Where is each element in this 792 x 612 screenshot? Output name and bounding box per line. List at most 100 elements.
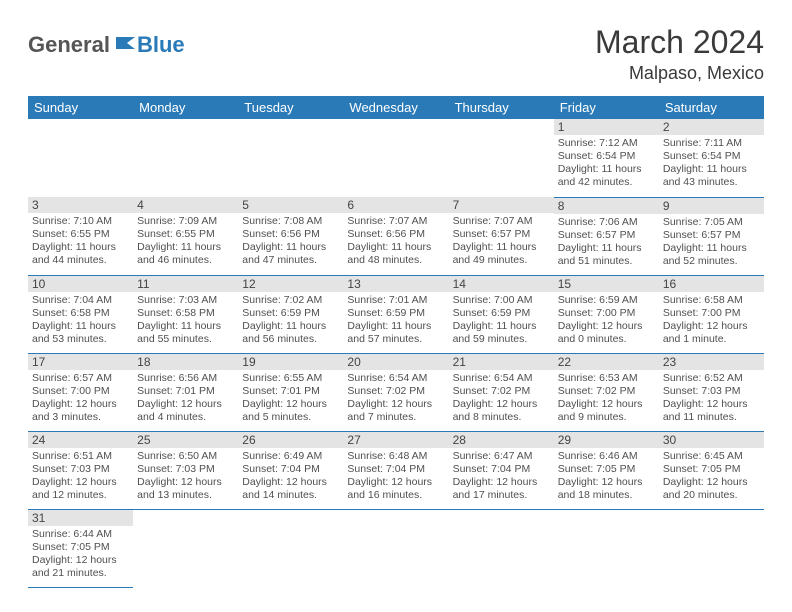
calendar-cell: [343, 509, 448, 587]
day-details: Sunrise: 6:58 AMSunset: 7:00 PMDaylight:…: [659, 292, 764, 349]
detail-line: Daylight: 12 hours and 0 minutes.: [558, 320, 655, 346]
calendar-cell: [449, 509, 554, 587]
day-number: 5: [238, 197, 343, 213]
day-number: 27: [343, 432, 448, 448]
detail-line: Sunrise: 7:10 AM: [32, 215, 129, 228]
detail-line: Sunset: 6:57 PM: [663, 229, 760, 242]
calendar-cell: 4Sunrise: 7:09 AMSunset: 6:55 PMDaylight…: [133, 197, 238, 275]
detail-line: Daylight: 12 hours and 18 minutes.: [558, 476, 655, 502]
weekday-header: Sunday: [28, 96, 133, 119]
detail-line: Sunrise: 7:03 AM: [137, 294, 234, 307]
day-number: 24: [28, 432, 133, 448]
weekday-header: Saturday: [659, 96, 764, 119]
day-number: 20: [343, 354, 448, 370]
detail-line: Sunset: 7:02 PM: [453, 385, 550, 398]
detail-line: Sunset: 6:58 PM: [32, 307, 129, 320]
day-details: Sunrise: 6:46 AMSunset: 7:05 PMDaylight:…: [554, 448, 659, 505]
calendar-week-row: 1Sunrise: 7:12 AMSunset: 6:54 PMDaylight…: [28, 119, 764, 197]
day-number: 21: [449, 354, 554, 370]
day-number: 9: [659, 198, 764, 214]
detail-line: Sunrise: 6:52 AM: [663, 372, 760, 385]
day-details: Sunrise: 6:54 AMSunset: 7:02 PMDaylight:…: [449, 370, 554, 427]
calendar-week-row: 17Sunrise: 6:57 AMSunset: 7:00 PMDayligh…: [28, 353, 764, 431]
calendar-cell: [554, 509, 659, 587]
detail-line: Sunset: 7:03 PM: [663, 385, 760, 398]
calendar-cell: [133, 119, 238, 197]
day-number: 10: [28, 276, 133, 292]
weekday-header: Thursday: [449, 96, 554, 119]
calendar-cell: 1Sunrise: 7:12 AMSunset: 6:54 PMDaylight…: [554, 119, 659, 197]
calendar-cell: 19Sunrise: 6:55 AMSunset: 7:01 PMDayligh…: [238, 353, 343, 431]
day-number: 26: [238, 432, 343, 448]
calendar-cell: 22Sunrise: 6:53 AMSunset: 7:02 PMDayligh…: [554, 353, 659, 431]
day-details: Sunrise: 7:06 AMSunset: 6:57 PMDaylight:…: [554, 214, 659, 271]
detail-line: Sunset: 7:02 PM: [347, 385, 444, 398]
day-details: Sunrise: 7:07 AMSunset: 6:56 PMDaylight:…: [343, 213, 448, 270]
calendar-cell: [449, 119, 554, 197]
day-details: Sunrise: 6:48 AMSunset: 7:04 PMDaylight:…: [343, 448, 448, 505]
day-details: Sunrise: 6:54 AMSunset: 7:02 PMDaylight:…: [343, 370, 448, 427]
day-number: 3: [28, 197, 133, 213]
detail-line: Sunrise: 7:02 AM: [242, 294, 339, 307]
detail-line: Sunrise: 6:46 AM: [558, 450, 655, 463]
day-number: 2: [659, 119, 764, 135]
day-details: Sunrise: 6:44 AMSunset: 7:05 PMDaylight:…: [28, 526, 133, 583]
detail-line: Daylight: 11 hours and 46 minutes.: [137, 241, 234, 267]
detail-line: Sunrise: 6:54 AM: [453, 372, 550, 385]
day-details: Sunrise: 6:59 AMSunset: 7:00 PMDaylight:…: [554, 292, 659, 349]
logo-text-2: Blue: [137, 32, 185, 58]
calendar-cell: 7Sunrise: 7:07 AMSunset: 6:57 PMDaylight…: [449, 197, 554, 275]
detail-line: Sunrise: 6:57 AM: [32, 372, 129, 385]
detail-line: Daylight: 11 hours and 44 minutes.: [32, 241, 129, 267]
detail-line: Daylight: 11 hours and 57 minutes.: [347, 320, 444, 346]
detail-line: Sunrise: 7:04 AM: [32, 294, 129, 307]
day-number: 13: [343, 276, 448, 292]
detail-line: Daylight: 11 hours and 43 minutes.: [663, 163, 760, 189]
day-details: Sunrise: 7:10 AMSunset: 6:55 PMDaylight:…: [28, 213, 133, 270]
day-number: 22: [554, 354, 659, 370]
day-number: 18: [133, 354, 238, 370]
detail-line: Daylight: 12 hours and 14 minutes.: [242, 476, 339, 502]
detail-line: Sunset: 7:02 PM: [558, 385, 655, 398]
detail-line: Daylight: 11 hours and 51 minutes.: [558, 242, 655, 268]
day-number: 29: [554, 432, 659, 448]
day-details: Sunrise: 7:00 AMSunset: 6:59 PMDaylight:…: [449, 292, 554, 349]
calendar-cell: 27Sunrise: 6:48 AMSunset: 7:04 PMDayligh…: [343, 431, 448, 509]
day-number: 23: [659, 354, 764, 370]
detail-line: Daylight: 12 hours and 13 minutes.: [137, 476, 234, 502]
calendar-week-row: 3Sunrise: 7:10 AMSunset: 6:55 PMDaylight…: [28, 197, 764, 275]
calendar-table: SundayMondayTuesdayWednesdayThursdayFrid…: [28, 96, 764, 588]
detail-line: Sunrise: 7:11 AM: [663, 137, 760, 150]
detail-line: Daylight: 12 hours and 11 minutes.: [663, 398, 760, 424]
calendar-cell: 9Sunrise: 7:05 AMSunset: 6:57 PMDaylight…: [659, 197, 764, 275]
calendar-cell: 21Sunrise: 6:54 AMSunset: 7:02 PMDayligh…: [449, 353, 554, 431]
detail-line: Sunset: 6:57 PM: [558, 229, 655, 242]
calendar-cell: 11Sunrise: 7:03 AMSunset: 6:58 PMDayligh…: [133, 275, 238, 353]
detail-line: Daylight: 11 hours and 55 minutes.: [137, 320, 234, 346]
detail-line: Sunset: 7:05 PM: [558, 463, 655, 476]
detail-line: Sunset: 6:56 PM: [242, 228, 339, 241]
day-details: Sunrise: 7:11 AMSunset: 6:54 PMDaylight:…: [659, 135, 764, 192]
detail-line: Sunset: 6:59 PM: [242, 307, 339, 320]
calendar-cell: 25Sunrise: 6:50 AMSunset: 7:03 PMDayligh…: [133, 431, 238, 509]
day-details: Sunrise: 7:02 AMSunset: 6:59 PMDaylight:…: [238, 292, 343, 349]
detail-line: Daylight: 11 hours and 52 minutes.: [663, 242, 760, 268]
detail-line: Sunrise: 6:53 AM: [558, 372, 655, 385]
detail-line: Sunrise: 6:58 AM: [663, 294, 760, 307]
detail-line: Sunrise: 7:00 AM: [453, 294, 550, 307]
weekday-header: Tuesday: [238, 96, 343, 119]
detail-line: Daylight: 11 hours and 48 minutes.: [347, 241, 444, 267]
detail-line: Sunrise: 6:47 AM: [453, 450, 550, 463]
detail-line: Daylight: 11 hours and 59 minutes.: [453, 320, 550, 346]
calendar-cell: 2Sunrise: 7:11 AMSunset: 6:54 PMDaylight…: [659, 119, 764, 197]
calendar-cell: 15Sunrise: 6:59 AMSunset: 7:00 PMDayligh…: [554, 275, 659, 353]
day-number: 11: [133, 276, 238, 292]
day-details: Sunrise: 7:04 AMSunset: 6:58 PMDaylight:…: [28, 292, 133, 349]
day-number: 16: [659, 276, 764, 292]
detail-line: Sunset: 6:55 PM: [137, 228, 234, 241]
detail-line: Sunrise: 6:50 AM: [137, 450, 234, 463]
detail-line: Sunrise: 6:48 AM: [347, 450, 444, 463]
detail-line: Sunset: 7:05 PM: [32, 541, 129, 554]
detail-line: Daylight: 12 hours and 1 minute.: [663, 320, 760, 346]
day-number: 17: [28, 354, 133, 370]
